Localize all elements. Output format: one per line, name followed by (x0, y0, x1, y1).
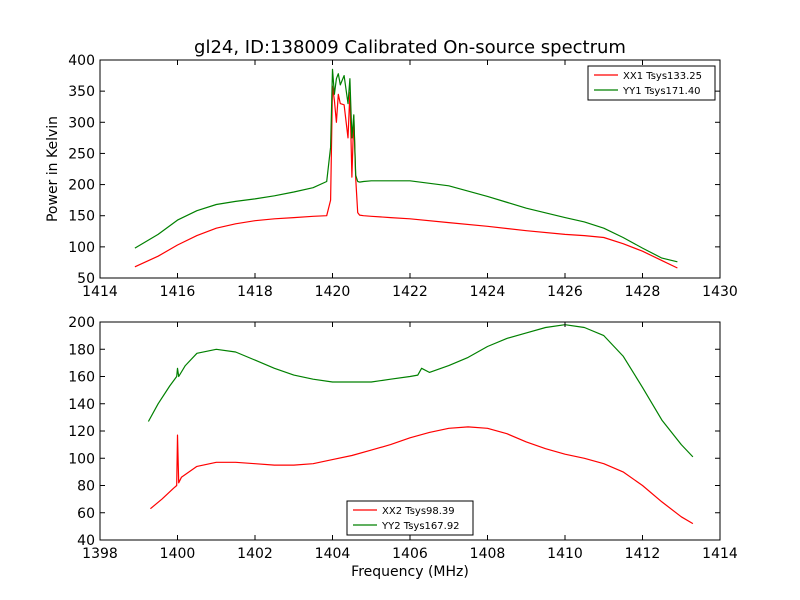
x-tick-label: 1406 (392, 546, 428, 562)
x-tick-label: 1400 (160, 546, 196, 562)
y-tick-label: 100 (68, 451, 95, 467)
top-plot: 1414 1416 1418 1420 1422 1424 1426 1428 1430 50 10… (45, 53, 738, 300)
y-axis-label: Power in Kelvin (45, 116, 61, 222)
legend-box (587, 65, 716, 101)
bottom-plot: 1398 1400 1402 1404 1406 1408 1410 1412 1414 40 60… (68, 315, 738, 562)
x-tick-label: 1398 (82, 546, 118, 562)
legend-label: YY1 Tsys171.40 (622, 86, 701, 97)
y-tick-label: 300 (68, 115, 95, 131)
legend-label: XX2 Tsys98.39 (382, 506, 455, 517)
y-tick-label: 140 (68, 397, 95, 413)
y-tick-label: 250 (68, 146, 95, 162)
y-tick-label: 120 (68, 424, 95, 440)
x-tick-label: 1414 (82, 284, 118, 300)
series-line-2 (147, 324, 694, 458)
legend-label: XX1 Tsys133.25 (623, 71, 702, 82)
series-line-2 (134, 68, 678, 263)
x-tick-label: 1428 (625, 284, 661, 300)
x-tick-label: 1426 (547, 284, 583, 300)
x-axis-label: Frequency (MHz) (351, 564, 469, 580)
x-tick-label: 1408 (470, 546, 506, 562)
legend-label: YY2 Tsys167.92 (381, 521, 460, 532)
x-tick-label: 1424 (470, 284, 506, 300)
chart-title: gl24, ID:138009 Calibrated On-source spe… (194, 37, 626, 58)
y-tick-label: 50 (77, 271, 95, 287)
x-tick-label: 1416 (160, 284, 196, 300)
y-tick-label: 100 (68, 240, 95, 256)
y-tick-label: 200 (68, 178, 95, 194)
x-tick-label: 1410 (547, 546, 583, 562)
y-tick-label: 80 (77, 479, 95, 495)
x-tick-label: 1404 (315, 546, 351, 562)
y-tick-label: 400 (68, 53, 95, 69)
y-tick-label: 160 (68, 370, 95, 386)
y-tick-label: 200 (68, 315, 95, 331)
series-line-1 (150, 426, 694, 525)
x-tick-label: 1418 (237, 284, 273, 300)
x-tick-label: 1414 (702, 546, 738, 562)
y-tick-label: 350 (68, 84, 95, 100)
x-tick-label: 1422 (392, 284, 428, 300)
x-tick-label: 1430 (702, 284, 738, 300)
y-tick-label: 180 (68, 342, 95, 358)
y-tick-label: 60 (77, 506, 95, 522)
legend-box (346, 500, 474, 536)
y-tick-label: 40 (77, 533, 95, 549)
y-tick-label: 150 (68, 209, 95, 225)
x-tick-label: 1412 (625, 546, 661, 562)
x-tick-label: 1402 (237, 546, 273, 562)
x-tick-label: 1420 (315, 284, 351, 300)
